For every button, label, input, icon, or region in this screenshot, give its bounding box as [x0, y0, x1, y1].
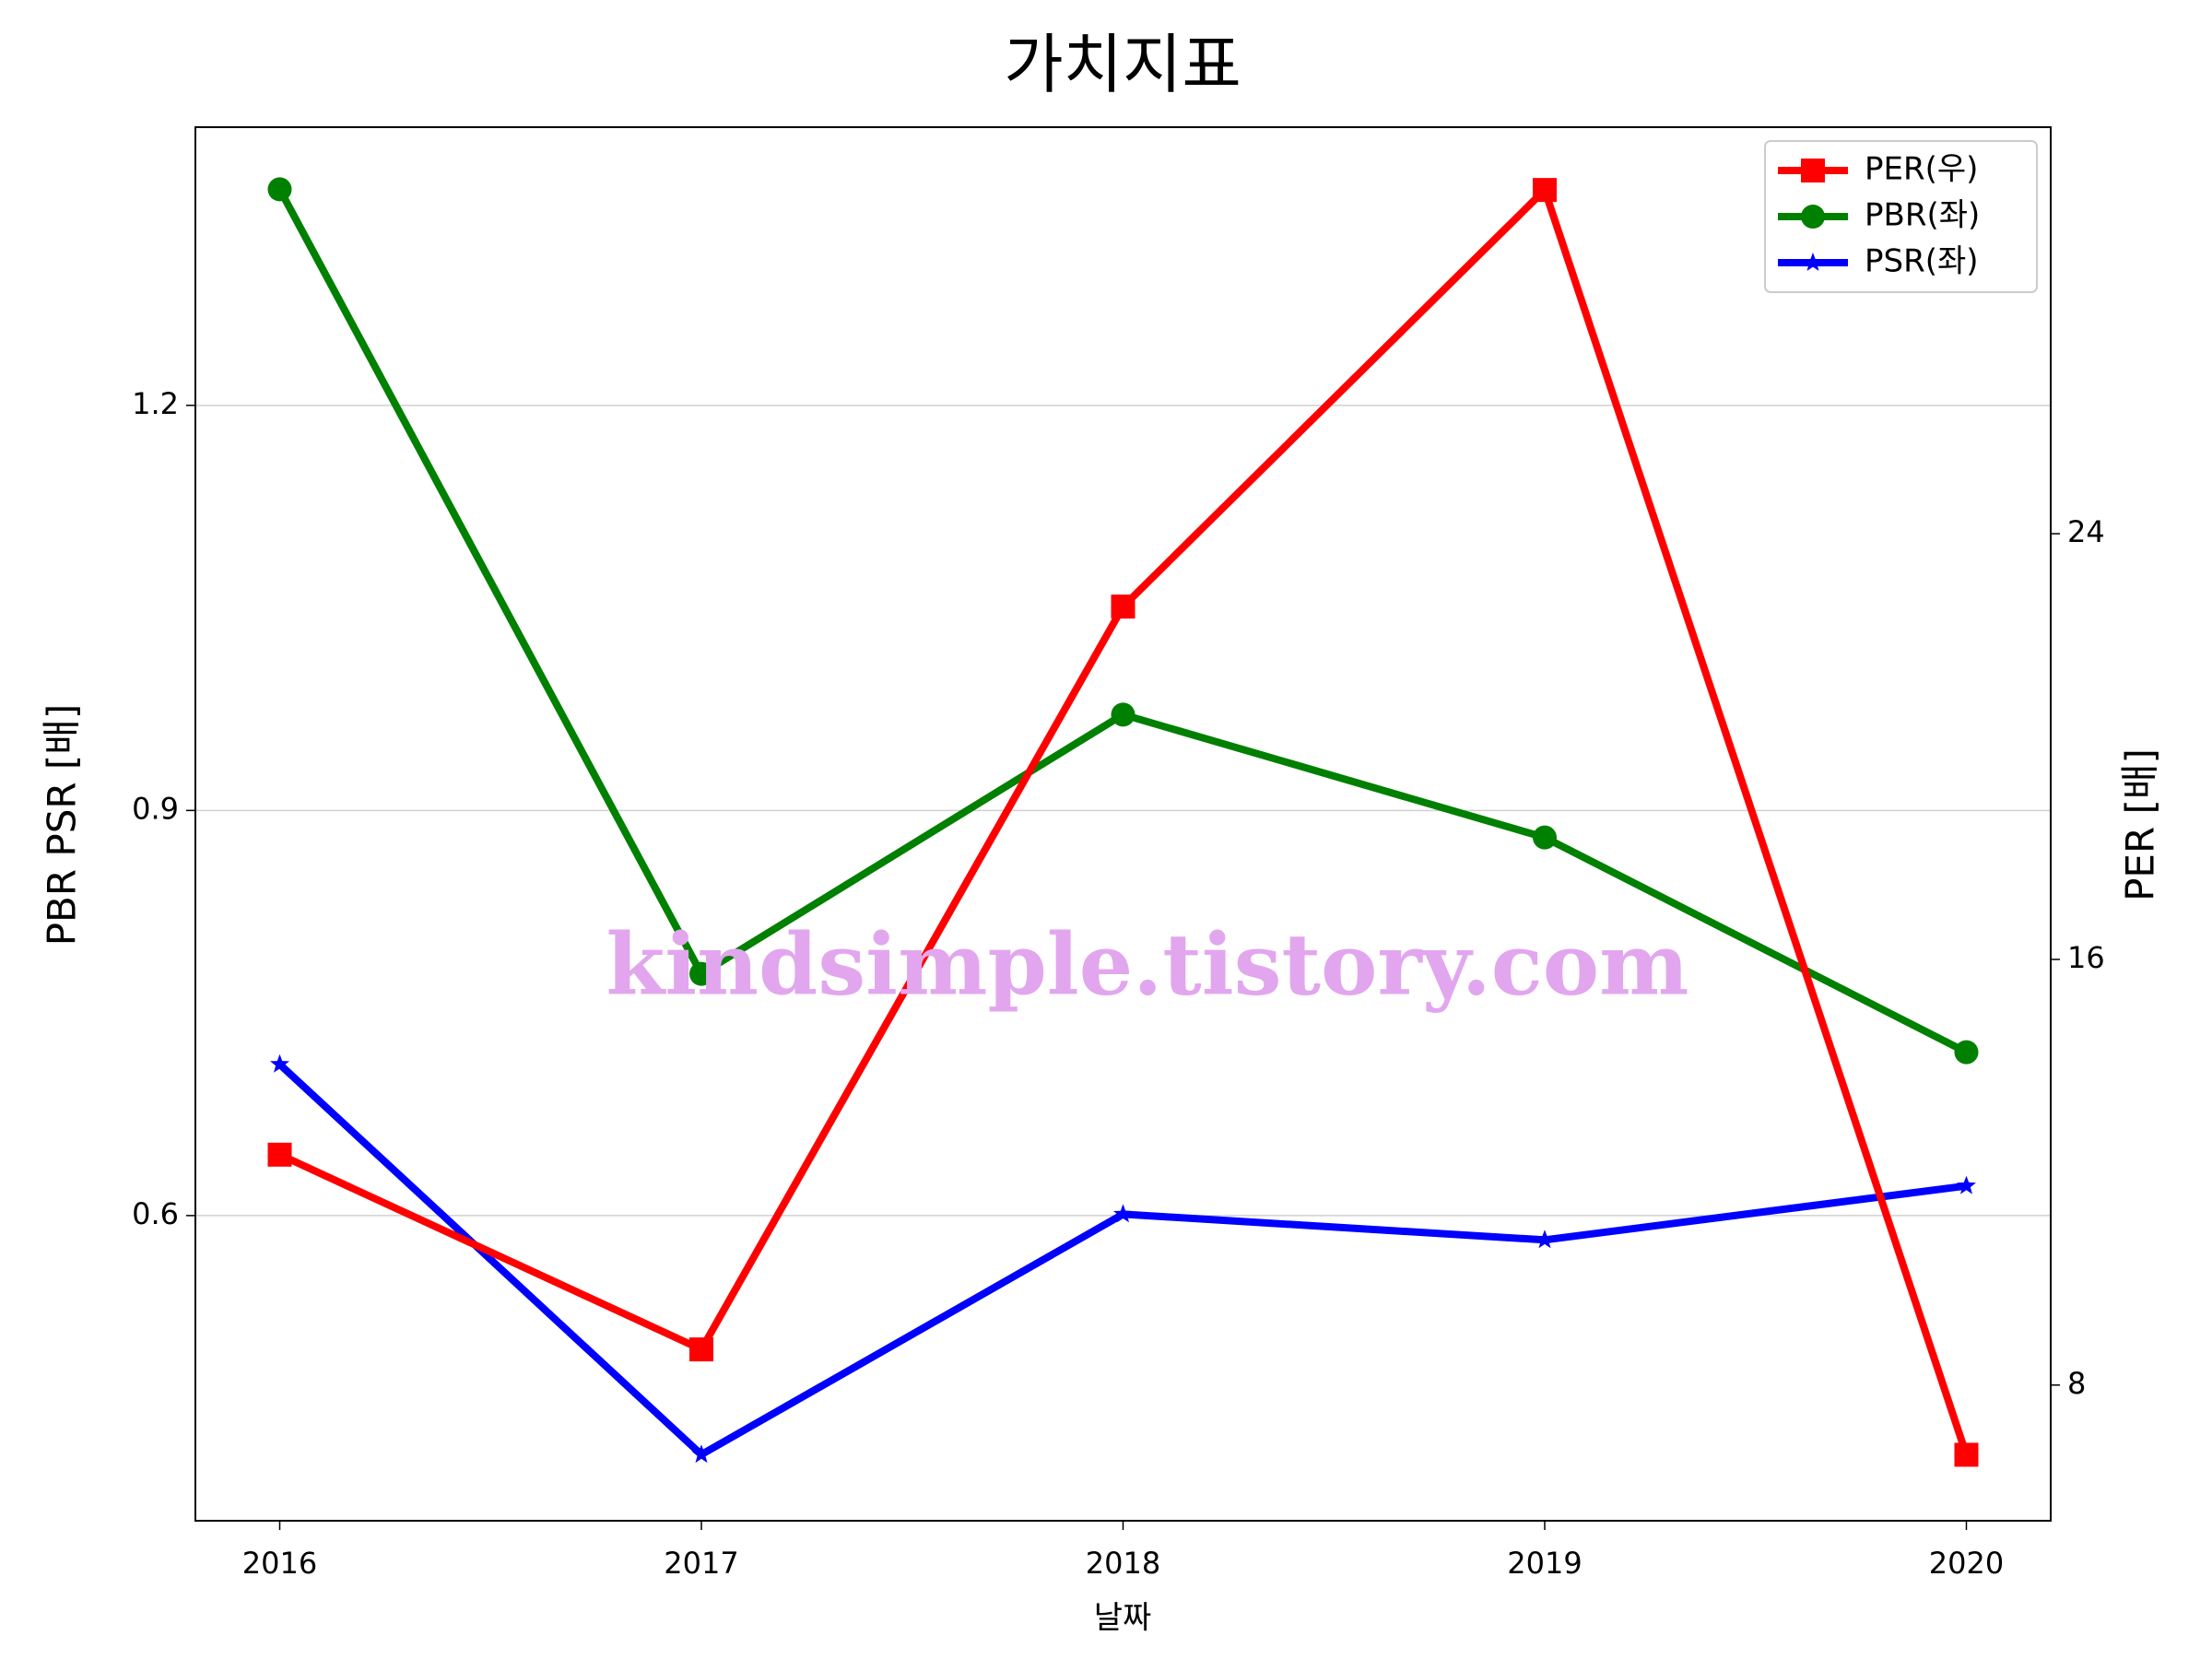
x-axis-label: 날짜 — [1094, 1600, 1152, 1637]
marker — [1954, 1040, 1979, 1065]
legend-label: PBR(좌) — [1865, 197, 1980, 234]
marker — [689, 961, 713, 986]
marker — [267, 177, 292, 202]
y-tick-label: 0.9 — [132, 791, 179, 826]
plot-frame — [194, 126, 2052, 1522]
x-tick-label: 2019 — [1507, 1546, 1582, 1581]
marker — [691, 1444, 712, 1464]
marker — [267, 1142, 292, 1167]
legend-box — [1764, 140, 2038, 293]
marker — [1954, 1442, 1979, 1467]
marker — [689, 1337, 713, 1362]
marker — [1535, 1230, 1555, 1249]
marker — [1803, 253, 1823, 271]
marker — [1533, 178, 1557, 203]
y2-tick-label: 16 — [2067, 940, 2105, 975]
watermark: kindsimple.tistory.com — [606, 915, 1688, 1015]
y2-axis-label: PER [배] — [2118, 748, 2163, 901]
legend-label: PSR(좌) — [1865, 243, 1979, 280]
marker — [1533, 825, 1557, 850]
marker — [1111, 702, 1135, 727]
x-tick-label: 2017 — [664, 1546, 738, 1581]
y2-tick-label: 8 — [2067, 1366, 2086, 1401]
y-tick-label: 1.2 — [132, 386, 179, 421]
marker — [1957, 1175, 1976, 1194]
x-tick-label: 2020 — [1929, 1546, 2004, 1581]
legend-label: PER(우) — [1865, 151, 1978, 188]
marker — [270, 1053, 289, 1073]
y-axis-label: PBR PSR [배] — [40, 704, 85, 947]
marker — [1113, 1204, 1133, 1223]
x-tick-label: 2016 — [242, 1546, 317, 1581]
marker — [1801, 205, 1825, 229]
chart-title: 가치지표 — [1004, 27, 1241, 102]
x-tick-label: 2018 — [1086, 1546, 1160, 1581]
y2-tick-label: 24 — [2067, 514, 2105, 549]
marker — [1111, 594, 1135, 619]
y-tick-label: 0.6 — [132, 1196, 179, 1231]
marker — [1801, 159, 1825, 182]
